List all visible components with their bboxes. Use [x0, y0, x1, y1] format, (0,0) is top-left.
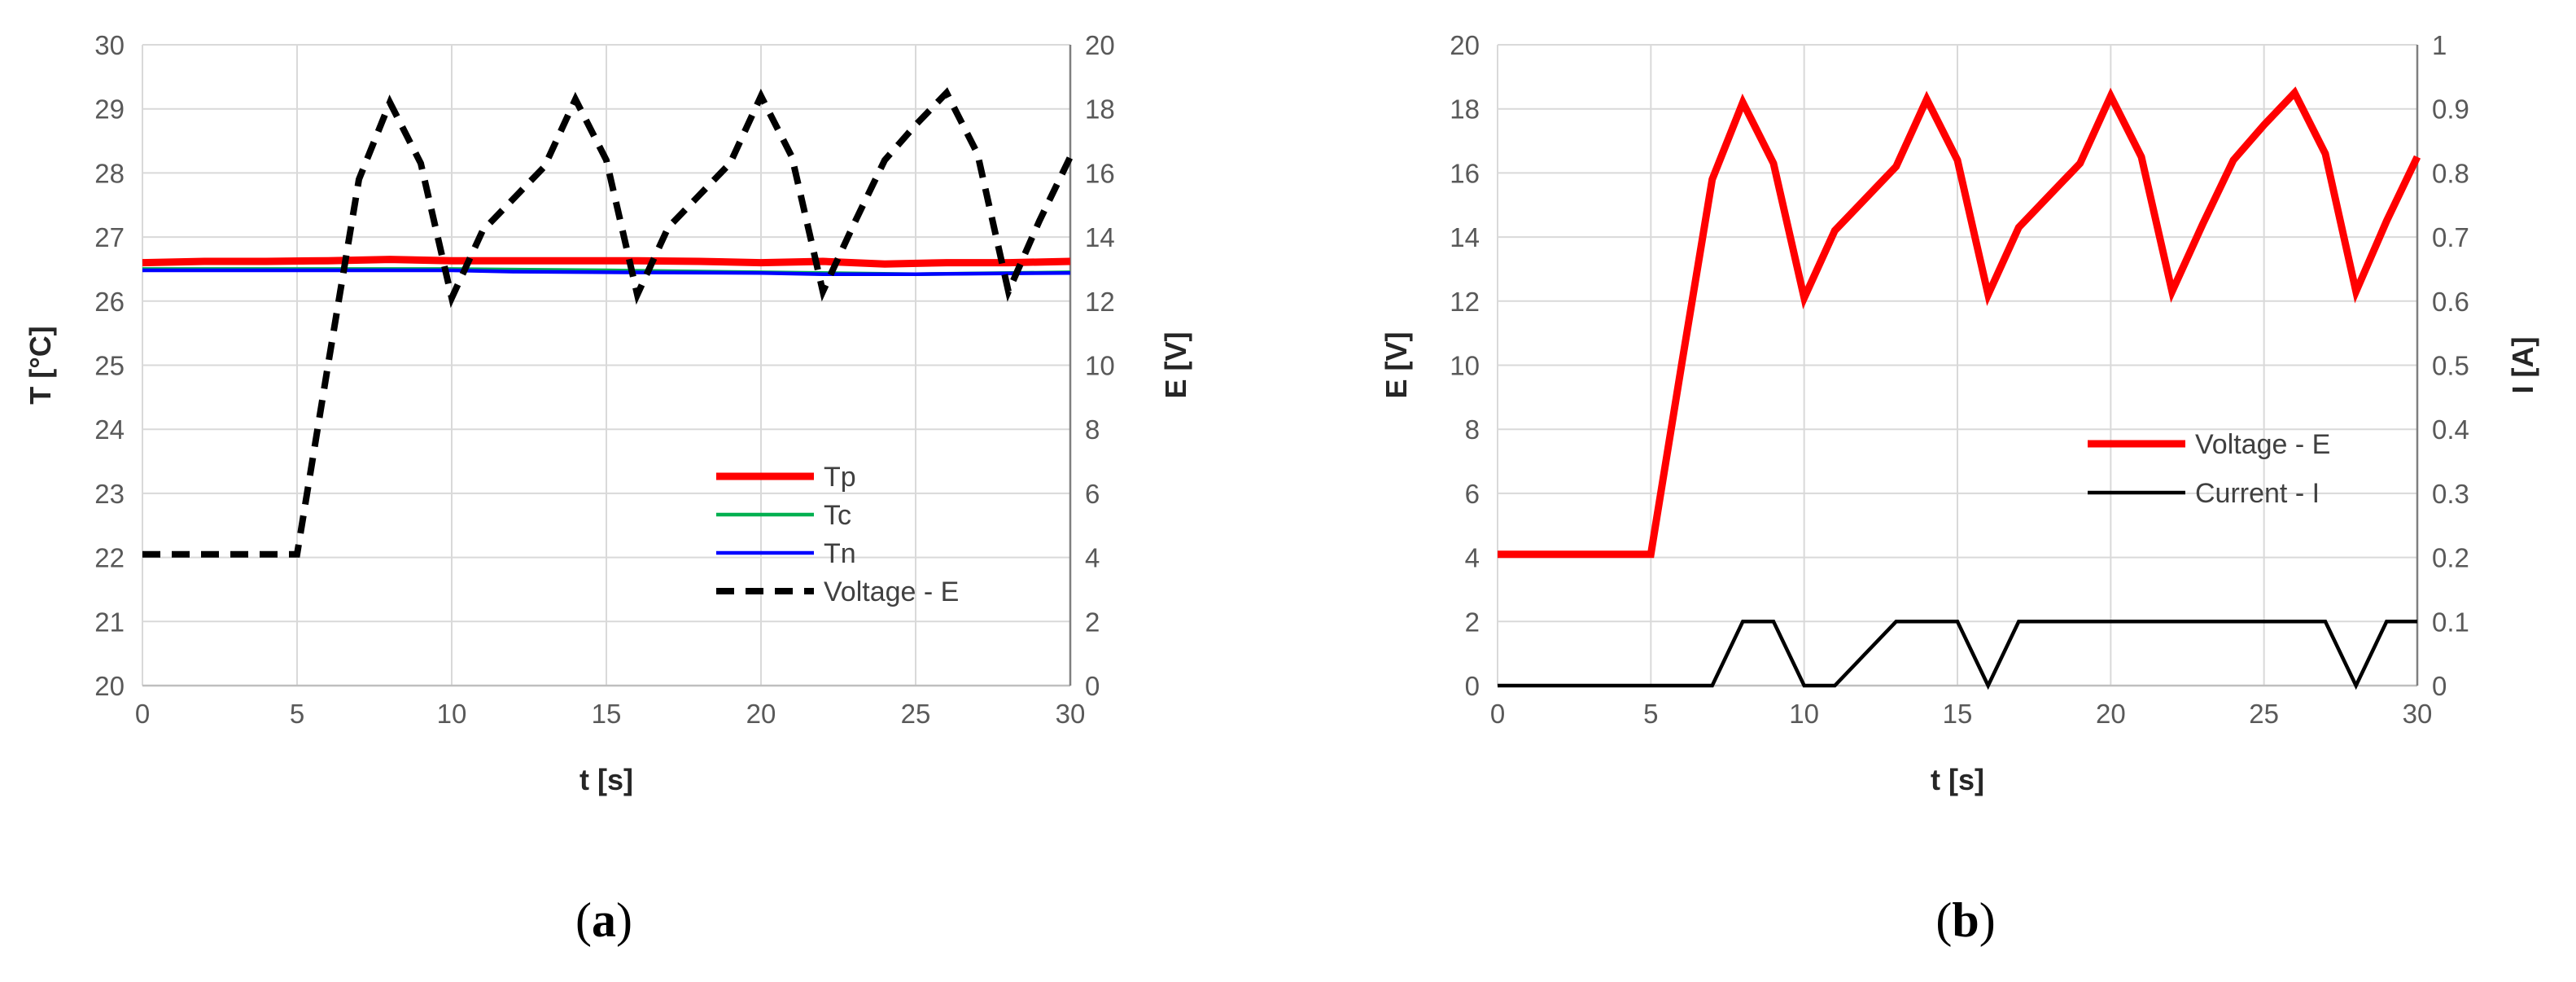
y2-tick-label: 18: [1085, 94, 1115, 125]
y-tick-label: 4: [1465, 543, 1480, 573]
y2-tick-label: 0.2: [2432, 543, 2469, 573]
y2-tick-label: 1: [2432, 30, 2447, 60]
y-tick-label: 2: [1465, 607, 1480, 637]
chart-panel-a: 0 5 10 15 20 25 302021222324252627282930024681…: [24, 30, 1192, 947]
y2-axis-title: I [A]: [2506, 337, 2539, 394]
x-tick-label: 30: [2403, 699, 2433, 729]
series-line: [142, 87, 1074, 558]
legend-label: Tn: [824, 538, 856, 569]
x-tick-label: 5: [1643, 699, 1658, 729]
y-tick-label: 6: [1465, 479, 1480, 509]
chart-panel-b: 0 5 10 15 20 25 300246810121416182000.10.20.30…: [1380, 30, 2539, 947]
y2-tick-label: 6: [1085, 479, 1100, 509]
y2-tick-label: 8: [1085, 414, 1100, 445]
y2-tick-label: 0.4: [2432, 414, 2469, 445]
y2-tick-label: 0.9: [2432, 94, 2469, 125]
y2-tick-label: 12: [1085, 287, 1115, 317]
y2-tick-label: 2: [1085, 607, 1100, 637]
x-tick-label: 15: [592, 699, 622, 729]
y-tick-label: 26: [94, 287, 125, 317]
x-tick-label: 20: [746, 699, 776, 729]
y-tick-label: 21: [94, 607, 125, 637]
y2-tick-label: 0.3: [2432, 479, 2469, 509]
y-tick-label: 10: [1450, 351, 1480, 381]
y2-tick-label: 14: [1085, 222, 1115, 252]
x-axis-title: t [s]: [1931, 763, 1984, 796]
y-tick-label: 8: [1465, 414, 1480, 445]
y-axis-title: E [V]: [1380, 331, 1413, 398]
y2-tick-label: 20: [1085, 30, 1115, 60]
y2-tick-label: 0.1: [2432, 607, 2469, 637]
y-tick-label: 23: [94, 479, 125, 509]
x-tick-label: 0: [1490, 699, 1505, 729]
x-tick-label: 0: [135, 699, 150, 729]
y-tick-label: 30: [94, 30, 125, 60]
series-line: [142, 268, 1071, 276]
series-line: [1498, 86, 2421, 559]
y2-tick-label: 0.8: [2432, 158, 2469, 188]
y-tick-label: 22: [94, 543, 125, 573]
y-tick-label: 27: [94, 222, 125, 252]
y-tick-label: 0: [1465, 671, 1480, 701]
legend-label: Tc: [824, 500, 851, 531]
legend-label: Voltage - E: [824, 576, 959, 607]
x-tick-label: 10: [437, 699, 467, 729]
x-tick-label: 15: [1943, 699, 1973, 729]
y-axis-title: T [°C]: [24, 326, 57, 404]
x-tick-label: 5: [290, 699, 304, 729]
y-tick-label: 24: [94, 414, 125, 445]
y2-tick-label: 0.6: [2432, 287, 2469, 317]
y-tick-label: 16: [1450, 158, 1480, 188]
y-tick-label: 29: [94, 94, 125, 125]
y2-tick-label: 0.7: [2432, 222, 2469, 252]
y2-tick-label: 0: [1085, 671, 1100, 701]
y-tick-label: 25: [94, 351, 125, 381]
y2-tick-label: 0.5: [2432, 351, 2469, 381]
legend-label: Tp: [824, 462, 856, 493]
x-tick-label: 25: [901, 699, 931, 729]
x-tick-label: 10: [1789, 699, 1819, 729]
y2-tick-label: 4: [1085, 543, 1100, 573]
panel-label: (b): [1935, 893, 1995, 947]
x-axis-title: t [s]: [579, 763, 633, 796]
x-tick-label: 20: [2096, 699, 2126, 729]
x-tick-label: 25: [2249, 699, 2279, 729]
y-tick-label: 12: [1450, 287, 1480, 317]
y2-tick-label: 0: [2432, 671, 2447, 701]
y-tick-label: 14: [1450, 222, 1480, 252]
x-tick-label: 30: [1056, 699, 1086, 729]
series-line: [1498, 620, 2417, 690]
legend-label: Voltage - E: [2195, 429, 2330, 460]
panel-label: (a): [575, 893, 632, 947]
y-tick-label: 28: [94, 158, 125, 188]
y2-tick-label: 10: [1085, 351, 1115, 381]
legend-label: Current - I: [2195, 478, 2320, 509]
y-tick-label: 18: [1450, 94, 1480, 125]
y-tick-label: 20: [1450, 30, 1480, 60]
y2-tick-label: 16: [1085, 158, 1115, 188]
series-line: [142, 256, 1071, 268]
y-tick-label: 20: [94, 671, 125, 701]
y2-axis-title: E [V]: [1159, 331, 1192, 398]
